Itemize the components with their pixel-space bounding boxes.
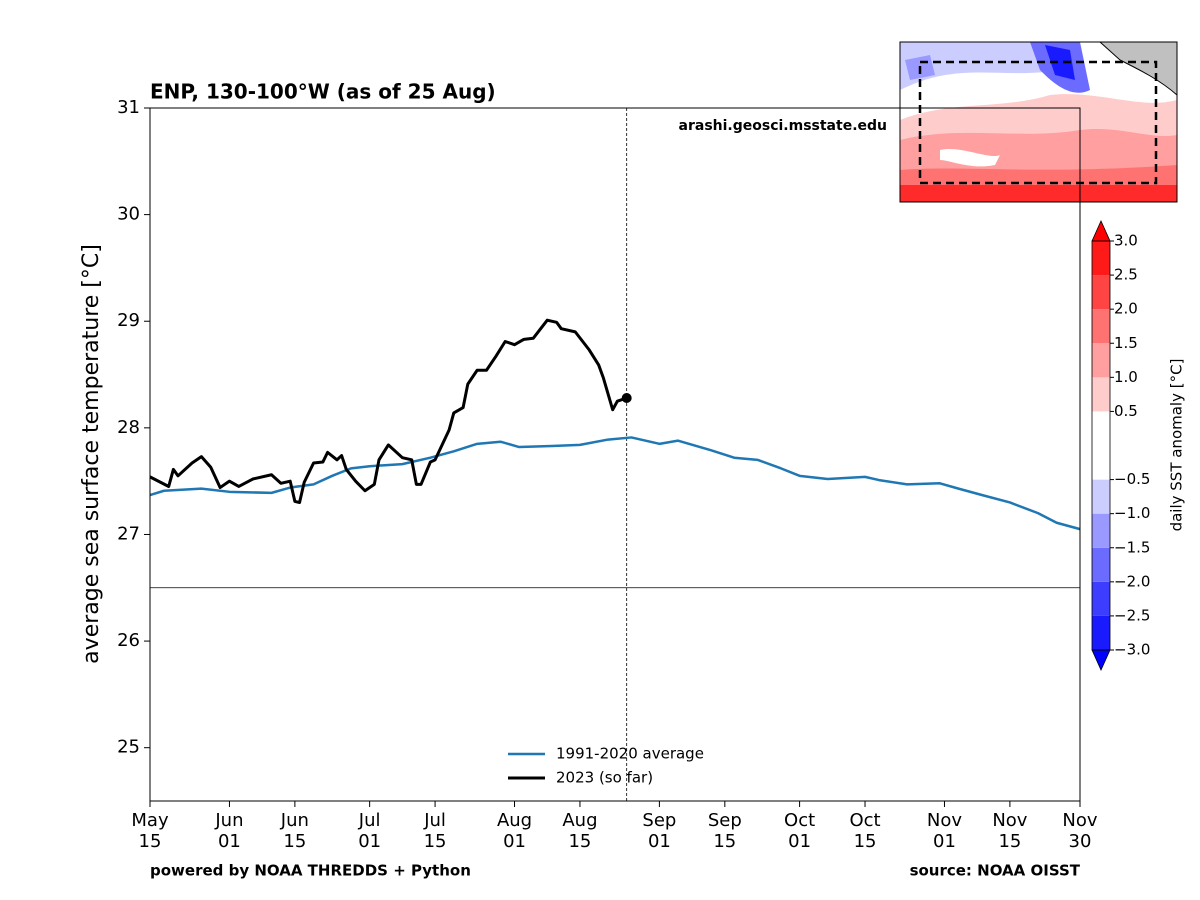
y-tick-label: 25	[117, 737, 140, 758]
colorbar-tick-label: 2.0	[1114, 300, 1138, 318]
colorbar-tick-label: 1.0	[1114, 368, 1138, 386]
x-tick-label: Nov 01	[926, 810, 963, 852]
y-tick-label: 27	[117, 523, 140, 544]
colorbar-band	[1092, 547, 1110, 582]
y-tick-label: 31	[117, 97, 140, 118]
plot-frame	[149, 107, 1081, 802]
colorbar-band	[1092, 615, 1110, 650]
colorbar-band	[1092, 411, 1110, 480]
colorbar-band	[1092, 275, 1110, 310]
colorbar-tick-label: −3.0	[1114, 641, 1150, 659]
watermark: arashi.geosci.msstate.edu	[679, 118, 887, 134]
legend-label: 2023 (so far)	[556, 769, 653, 787]
colorbar-band	[1092, 377, 1110, 412]
colorbar-tick-label: 3.0	[1114, 232, 1138, 250]
legend-label: 1991-2020 average	[556, 745, 704, 763]
colorbar-tick-label: 0.5	[1114, 402, 1138, 420]
colorbar-band	[1092, 513, 1110, 548]
chart-title: ENP, 130-100°W (as of 25 Aug)	[150, 80, 496, 104]
series-line	[149, 318, 628, 504]
colorbar-tick-label: −1.0	[1114, 504, 1150, 522]
colorbar-band	[1092, 241, 1110, 276]
inset-map	[899, 41, 1178, 203]
x-tick-label: Jun 01	[215, 810, 244, 852]
colorbar-tick-label: 2.5	[1114, 266, 1138, 284]
y-tick-label: 30	[117, 204, 140, 225]
colorbar-frame	[1091, 240, 1111, 651]
x-tick-label: Nov 30	[1062, 810, 1098, 852]
x-tick-label: Oct 01	[784, 810, 816, 852]
y-axis-label: average sea surface temperature [°C]	[79, 244, 104, 664]
colorbar-tick-label: −0.5	[1114, 470, 1150, 488]
x-tick-label: Oct 15	[849, 810, 881, 852]
x-tick-label: Nov 15	[992, 810, 1028, 852]
colorbar-band	[1092, 479, 1110, 514]
x-tick-label: Sep 15	[707, 810, 742, 852]
x-tick-label: Jul 15	[423, 810, 447, 852]
end-marker	[621, 392, 632, 403]
x-tick-label: Sep 01	[642, 810, 677, 852]
colorbar-band	[1092, 581, 1110, 616]
colorbar-tick-label: −2.0	[1114, 572, 1150, 590]
x-tick-label: Aug 01	[496, 810, 533, 852]
colorbar-band	[1092, 309, 1110, 344]
y-tick-label: 29	[117, 310, 140, 331]
y-tick-label: 26	[117, 630, 140, 651]
y-tick-label: 28	[117, 417, 140, 438]
footer-right: source: NOAA OISST	[910, 862, 1081, 880]
colorbar-tick-label: −1.5	[1114, 538, 1150, 556]
colorbar-label: daily SST anomaly [°C]	[1168, 359, 1186, 532]
x-tick-label: Jul 01	[358, 810, 382, 852]
x-tick-label: May 15	[131, 810, 169, 852]
x-tick-label: Jun 15	[280, 810, 309, 852]
colorbar-tick-label: 1.5	[1114, 334, 1138, 352]
series-line	[149, 436, 1081, 531]
colorbar-tick-label: −2.5	[1114, 606, 1150, 624]
colorbar-band	[1092, 343, 1110, 378]
footer-left: powered by NOAA THREDDS + Python	[150, 862, 471, 880]
x-tick-label: Aug 15	[562, 810, 598, 852]
